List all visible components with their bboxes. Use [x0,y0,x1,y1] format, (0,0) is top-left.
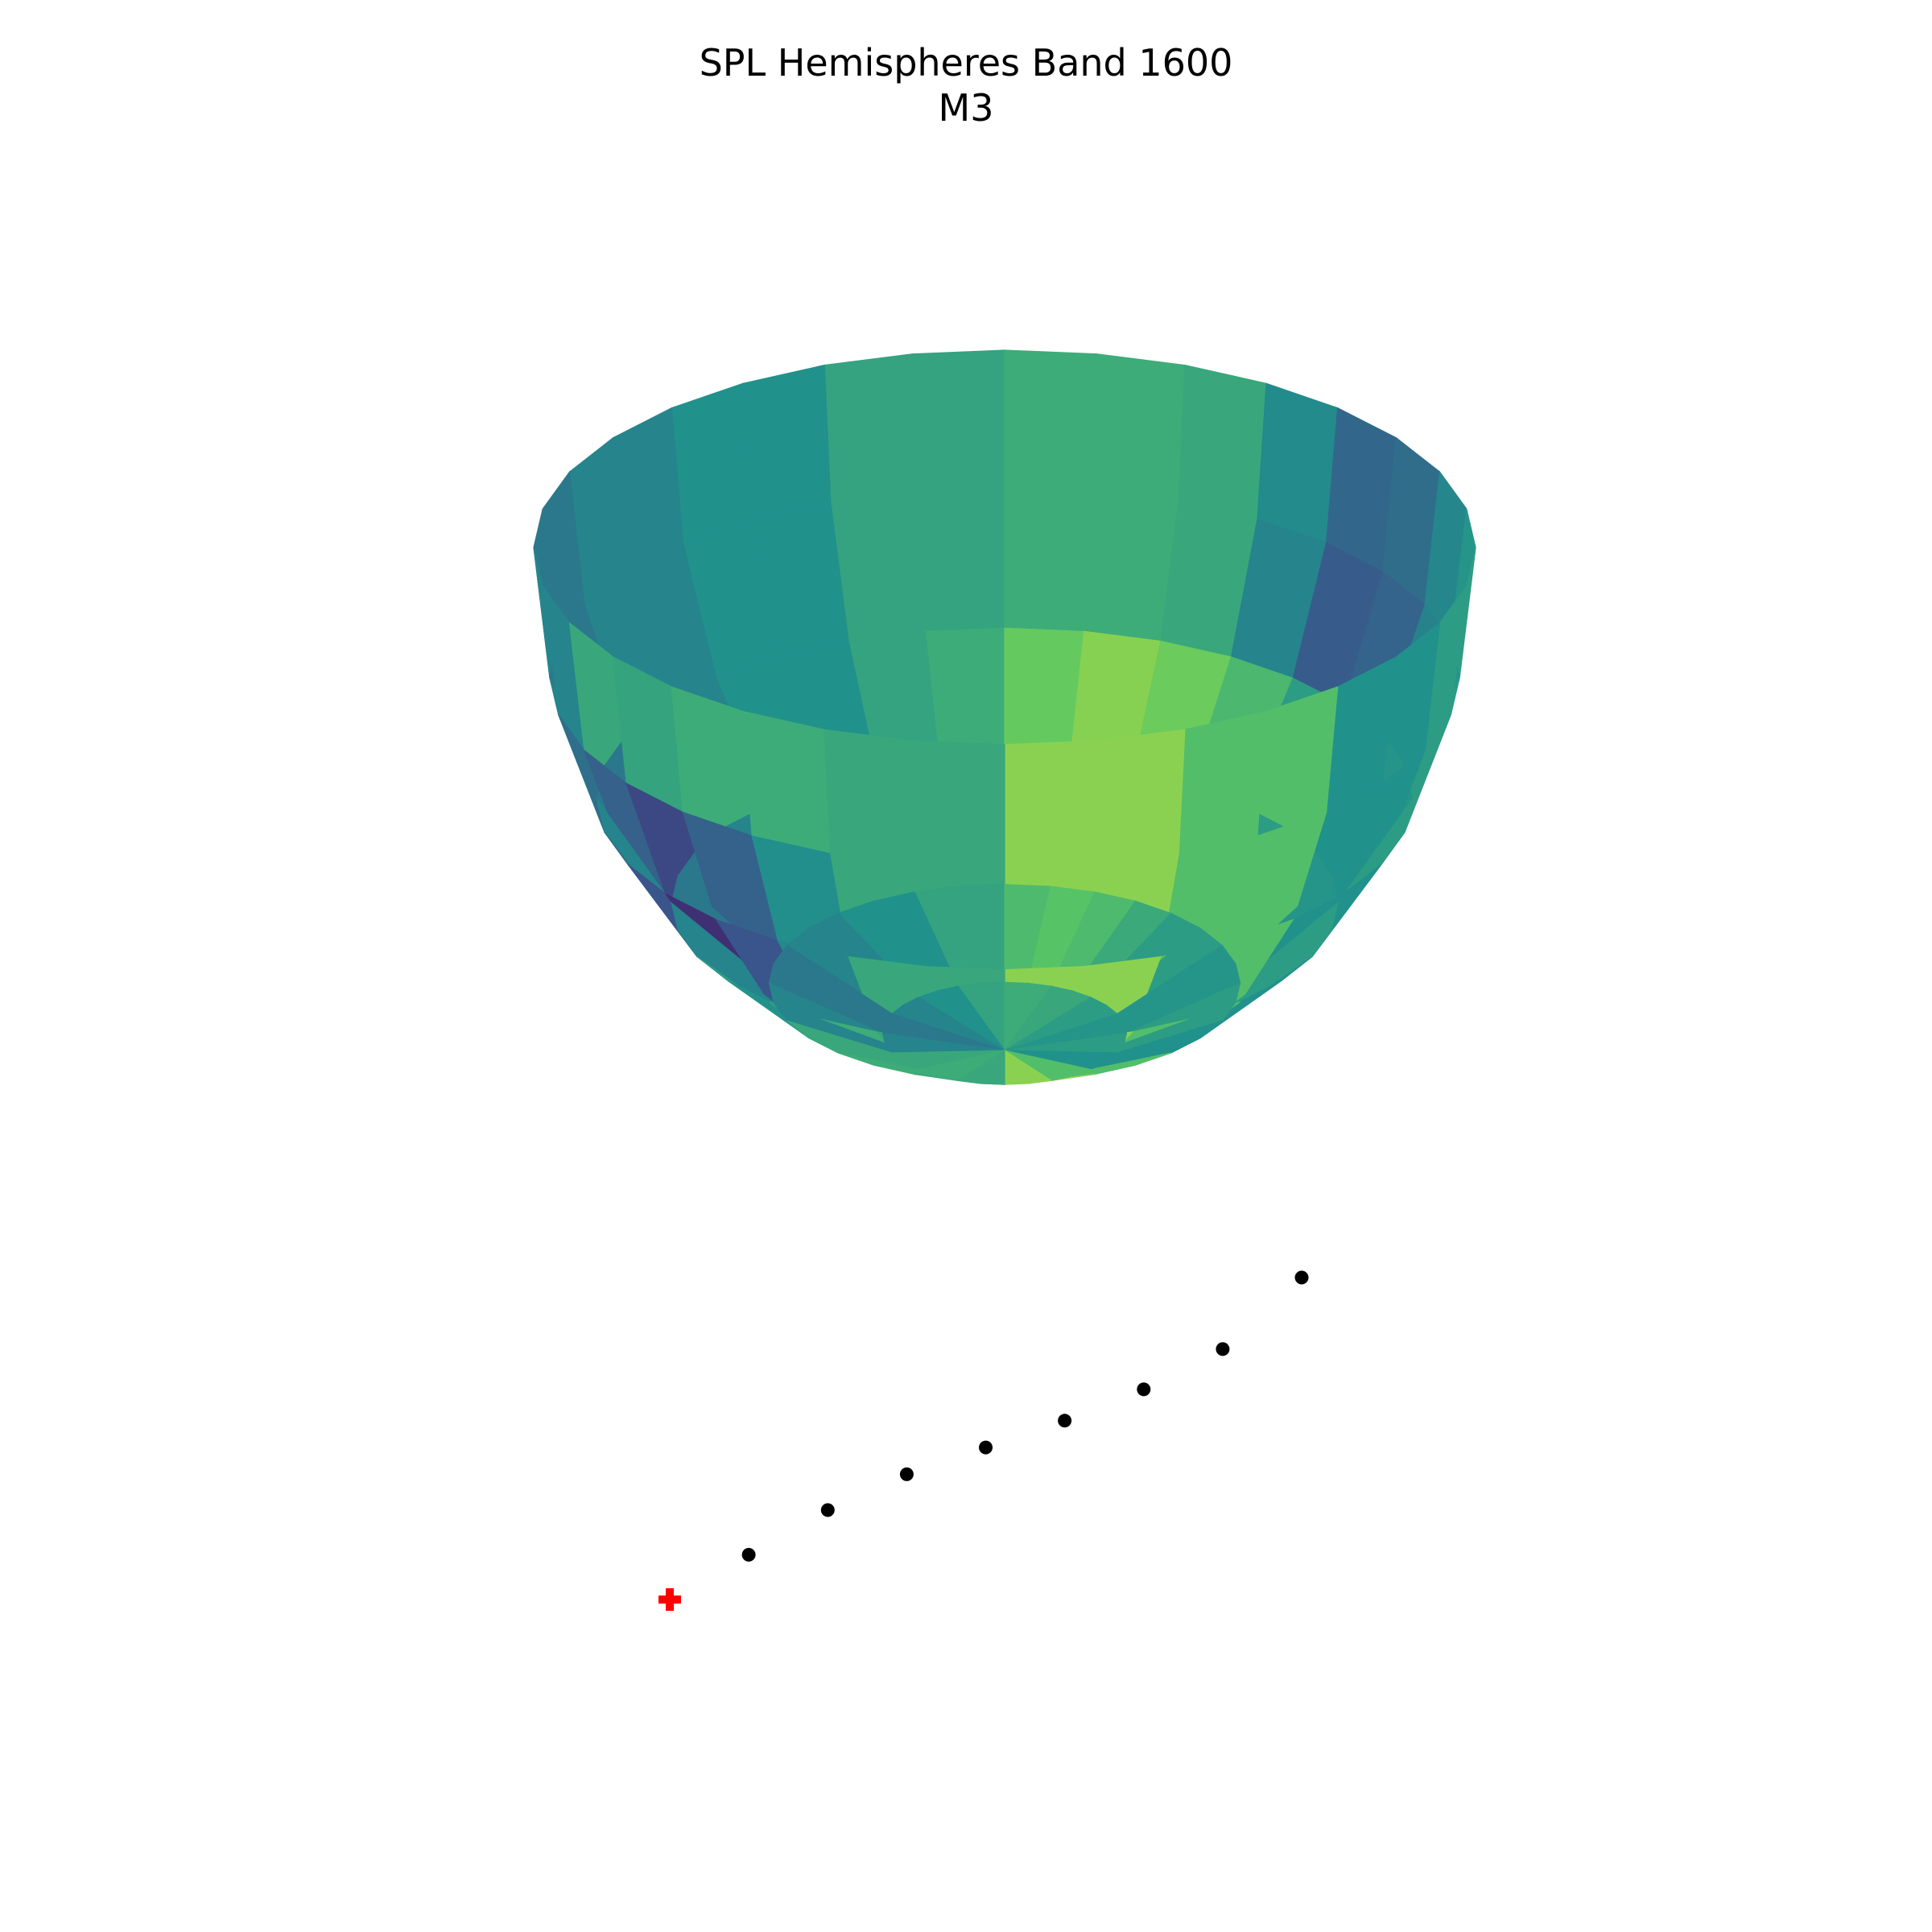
hemisphere-facet [1257,382,1339,544]
chart-title: SPL Hemispheres Band 1600 [699,41,1233,85]
microphone-point [741,1547,756,1562]
chart-subtitle: M3 [938,86,994,130]
source-plus-vertical [666,1588,674,1611]
hemisphere-facet [980,1049,1005,1085]
hemisphere-facet [912,740,1005,869]
spl-hemisphere [533,349,1476,1085]
microphone-point [979,1440,993,1455]
hemisphere-facet [1004,740,1097,869]
hemisphere-facet [742,710,832,855]
hemisphere-facet [671,382,753,544]
hemisphere-facet [1004,486,1094,633]
hemisphere-facet [742,364,832,520]
microphone-point [820,1503,835,1517]
hemisphere-facet [824,353,917,502]
hemisphere-facet [824,729,917,865]
hemisphere-facet [1092,729,1186,865]
hemisphere-facet [1004,349,1097,492]
microphone-point [1137,1382,1151,1397]
hemisphere-facet [915,486,1005,633]
hemisphere-facet [1092,353,1186,502]
hemisphere-facet [912,349,1005,492]
microphone-point [1216,1342,1230,1356]
hemisphere-facet [1178,364,1267,520]
microphone-point [1294,1270,1309,1285]
microphone-point [899,1467,914,1481]
microphone-point [1058,1414,1072,1428]
hemisphere-facet [1178,710,1267,855]
microphone-array [741,1270,1309,1562]
source-marker [658,1588,681,1611]
